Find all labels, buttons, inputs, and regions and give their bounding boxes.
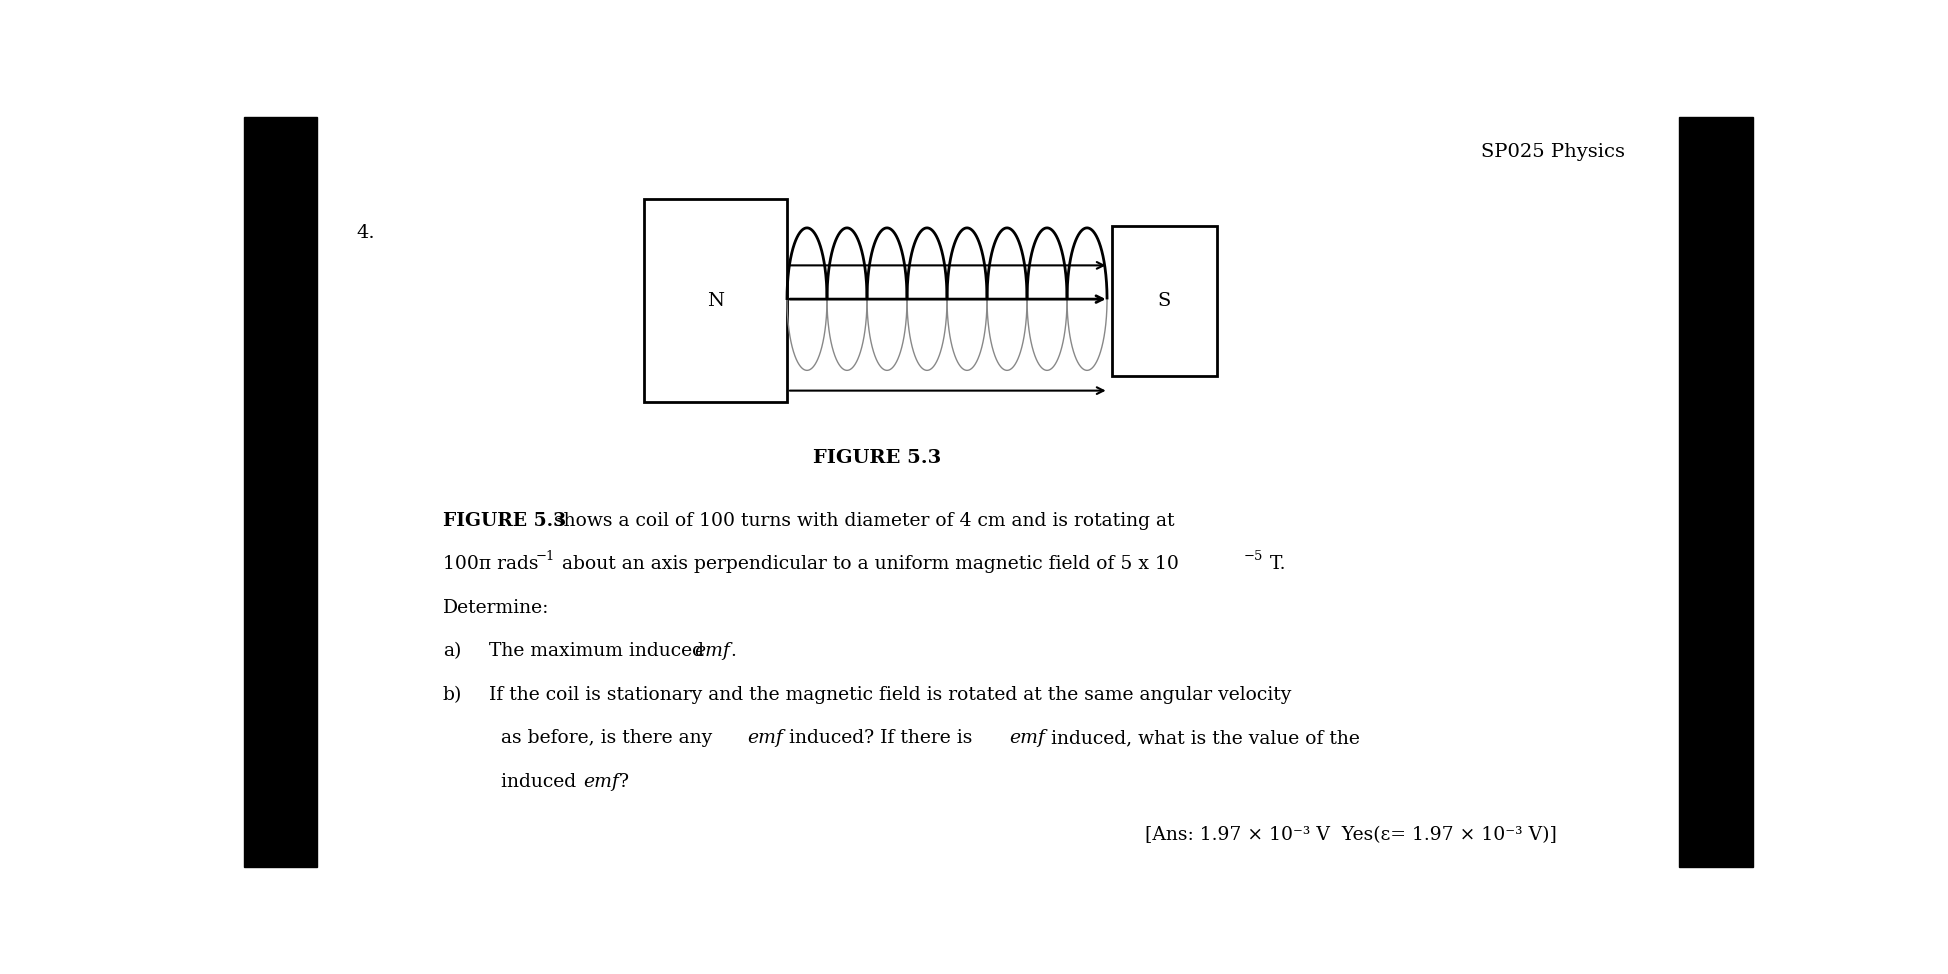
Text: N: N	[707, 291, 725, 310]
Bar	[1679, 117, 1753, 867]
Text: Determine:: Determine:	[442, 599, 549, 617]
Text: b): b)	[442, 686, 462, 703]
Text: induced? If there is: induced? If there is	[783, 730, 978, 747]
Text: −1: −1	[536, 550, 555, 563]
Text: FIGURE 5.3: FIGURE 5.3	[814, 449, 941, 468]
Text: If the coil is stationary and the magnetic field is rotated at the same angular : If the coil is stationary and the magnet…	[489, 686, 1292, 703]
Text: 100π rads: 100π rads	[442, 555, 538, 573]
Text: 4.: 4.	[356, 224, 376, 243]
Text: induced, what is the value of the: induced, what is the value of the	[1046, 730, 1360, 747]
Text: induced: induced	[501, 772, 582, 791]
Text: .: .	[730, 642, 736, 660]
Text: The maximum induced: The maximum induced	[489, 642, 709, 660]
Text: FIGURE 5.3: FIGURE 5.3	[442, 511, 567, 530]
Text: emf: emf	[693, 642, 730, 660]
Text: ?: ?	[619, 772, 629, 791]
Bar	[643, 200, 787, 402]
Text: T.: T.	[1264, 555, 1286, 573]
Text: emf: emf	[1009, 730, 1044, 747]
Text: S: S	[1157, 291, 1171, 310]
Text: SP025 Physics: SP025 Physics	[1480, 143, 1625, 161]
Text: emf: emf	[582, 772, 619, 791]
Text: [Ans: 1.97 × 10⁻³ V  Yes(ε= 1.97 × 10⁻³ V)]: [Ans: 1.97 × 10⁻³ V Yes(ε= 1.97 × 10⁻³ V…	[1145, 826, 1556, 844]
Text: shows a coil of 100 turns with diameter of 4 cm and is rotating at: shows a coil of 100 turns with diameter …	[549, 511, 1175, 530]
Text: emf: emf	[748, 730, 783, 747]
Text: a): a)	[442, 642, 462, 660]
Text: about an axis perpendicular to a uniform magnetic field of 5 x 10: about an axis perpendicular to a uniform…	[555, 555, 1179, 573]
Bar	[1112, 226, 1218, 376]
Text: as before, is there any: as before, is there any	[501, 730, 719, 747]
Text: −5: −5	[1243, 550, 1262, 563]
Bar	[244, 117, 318, 867]
